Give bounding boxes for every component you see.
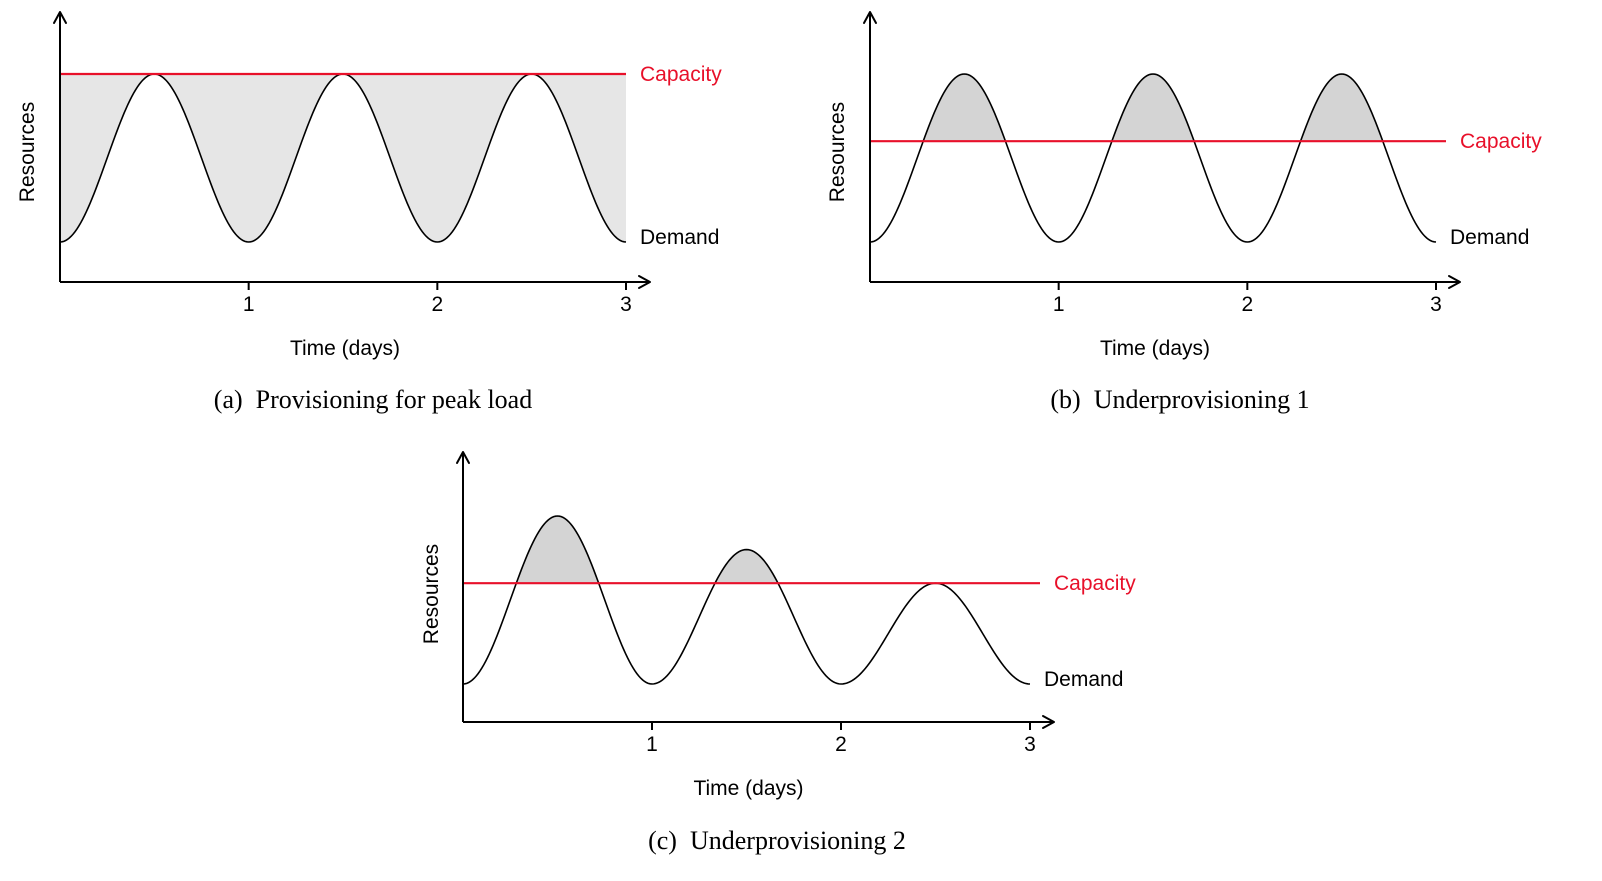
- demand-label: Demand: [1044, 668, 1123, 691]
- y-axis-arrow: [863, 11, 877, 24]
- capacity-label: Capacity: [1460, 130, 1542, 153]
- chart-panel-a: 1 2 3 Time (days) Resources Capacity Demand (a)…: [16, 11, 722, 414]
- x-tick-label: 3: [620, 293, 632, 316]
- x-tick-label: 2: [431, 293, 443, 316]
- x-tick-label: 2: [1241, 293, 1253, 316]
- y-axis-arrow: [456, 451, 470, 464]
- x-tick-label: 2: [835, 733, 847, 756]
- x-tick-label: 1: [243, 293, 255, 316]
- demand-label: Demand: [1450, 226, 1529, 249]
- demand-curve: [59, 73, 627, 243]
- capacity-label: Capacity: [1054, 572, 1136, 595]
- chart-caption: (b) Underprovisioning 1: [1050, 385, 1309, 414]
- x-tick-label: 1: [646, 733, 658, 756]
- x-tick-label: 3: [1430, 293, 1442, 316]
- chart-caption: (a) Provisioning for peak load: [214, 385, 532, 414]
- y-axis-label: Resources: [826, 102, 849, 202]
- unmet-demand-area: [517, 516, 779, 584]
- x-axis-label: Time (days): [1100, 337, 1210, 360]
- y-axis-label: Resources: [16, 102, 39, 202]
- demand-label: Demand: [640, 226, 719, 249]
- y-axis-label: Resources: [420, 544, 443, 644]
- x-axis-arrow: [638, 275, 651, 289]
- x-axis-arrow: [1448, 275, 1461, 289]
- x-axis-label: Time (days): [693, 777, 803, 800]
- chart-panel-b: 1 2 3 Time (days) Resources Capacity Demand (b)…: [826, 11, 1542, 414]
- demand-curve: [869, 73, 1437, 243]
- chart-panel-c: 1 2 3 Time (days) Resources Capacity Demand (c)…: [420, 451, 1136, 855]
- unused-capacity-area: [60, 74, 626, 242]
- x-axis-label: Time (days): [290, 337, 400, 360]
- x-tick-label: 1: [1053, 293, 1065, 316]
- capacity-label: Capacity: [640, 63, 722, 86]
- y-axis-arrow: [53, 11, 67, 24]
- unmet-demand-area: [924, 74, 1384, 142]
- chart-caption: (c) Underprovisioning 2: [648, 826, 906, 855]
- x-tick-label: 3: [1024, 733, 1036, 756]
- x-axis-arrow: [1042, 715, 1055, 729]
